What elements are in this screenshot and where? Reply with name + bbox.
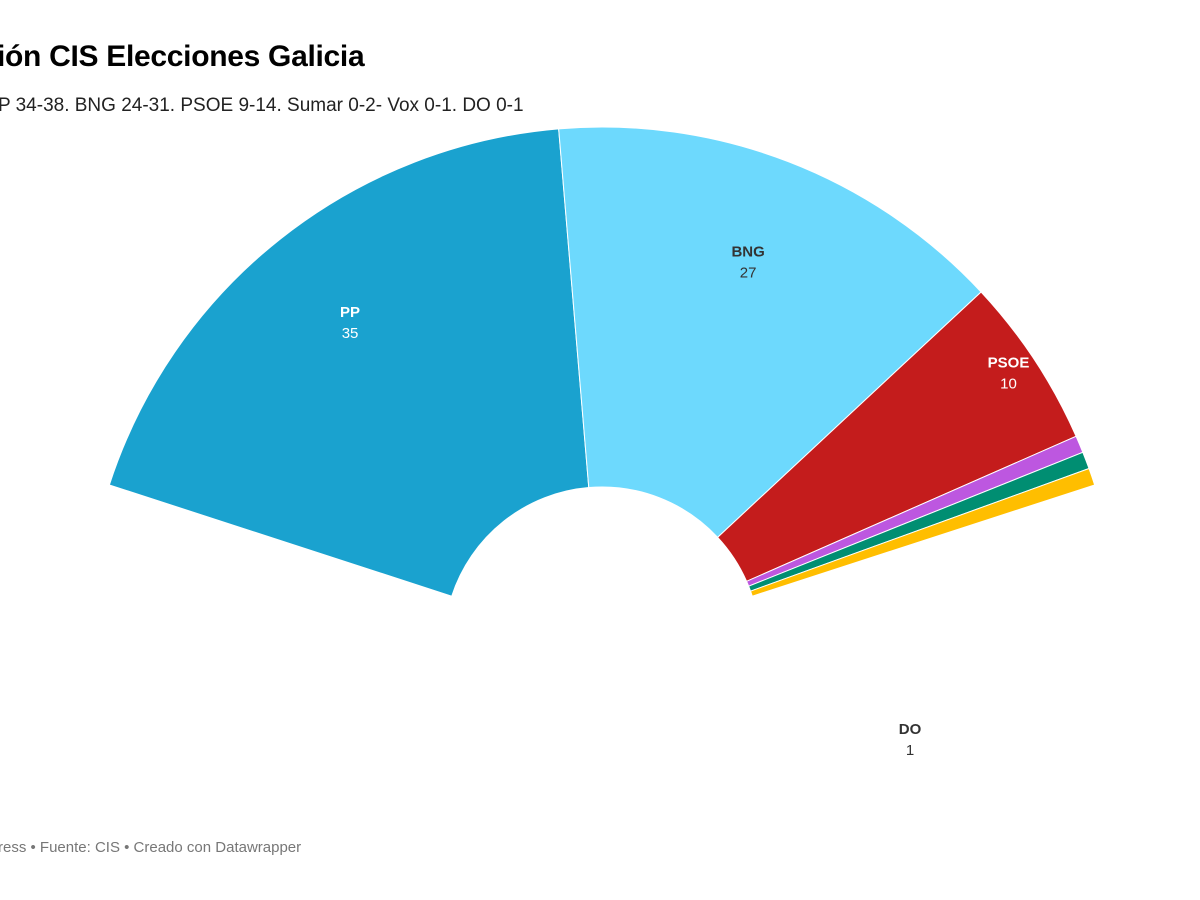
chart-subtitle: P 34-38. BNG 24-31. PSOE 9-14. Sumar 0-2… (0, 95, 524, 116)
slice-name-vox: Vox (906, 705, 933, 722)
slice-label-sumar: Sumar (905, 689, 952, 706)
chart-source-footer: ress • Fuente: CIS • Creado con Datawrap… (0, 839, 302, 856)
slice-name-psoe: PSOE (988, 354, 1030, 371)
slice-label-bng: BNG 27 (731, 244, 764, 282)
slice-label-pp: PP 35 (340, 304, 360, 342)
slice-bng (558, 126, 982, 539)
slice-name-pp: PP (340, 304, 360, 321)
slice-pp (108, 128, 590, 597)
slice-label-vox: Vox (906, 705, 933, 722)
slice-value-bng: 27 (740, 265, 757, 282)
slice-value-psoe: 10 (1000, 375, 1017, 392)
slice-name-do: DO (899, 721, 922, 738)
chart-title: ión CIS Elecciones Galicia (0, 40, 365, 73)
slice-name-bng: BNG (731, 244, 764, 261)
slice-name-sumar: Sumar (905, 689, 952, 706)
slice-do (749, 467, 1096, 597)
slice-value-pp: 35 (342, 325, 359, 342)
slice-label-do: DO 1 (899, 721, 922, 759)
slice-label-psoe: PSOE 10 (988, 354, 1030, 392)
slice-value-do: 1 (906, 742, 914, 759)
